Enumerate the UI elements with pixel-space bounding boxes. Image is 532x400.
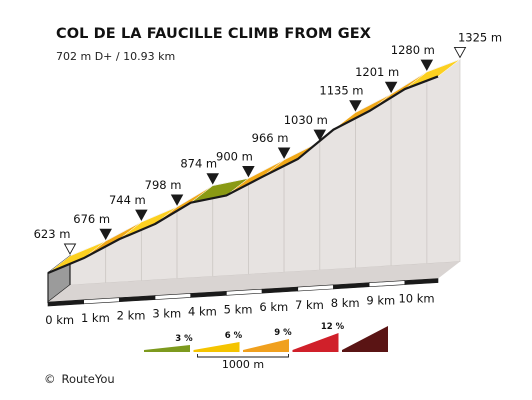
legend-label-0: 3 % [175, 334, 193, 344]
elevation-marker-7 [313, 129, 327, 141]
distance-bar-10 [404, 278, 439, 285]
legend-label-2: 9 % [274, 328, 292, 338]
legend-label-1: 6 % [225, 331, 243, 341]
legend-scale-label: 1000 m [222, 358, 264, 371]
elevation-marker-0 [63, 243, 77, 255]
profile-bottom-face [48, 261, 460, 302]
distance-tick-label: 7 km [295, 298, 324, 312]
distance-tick-label: 10 km [398, 292, 434, 306]
elevation-label: 1201 m [355, 65, 399, 79]
elevation-label: 966 m [252, 131, 289, 145]
elevation-label: 744 m [109, 193, 146, 207]
distance-tick-label: 0 km [45, 313, 74, 327]
distance-tick-label: 6 km [259, 300, 288, 314]
credit-text: RouteYou [61, 372, 115, 386]
distance-tick-label: 1 km [81, 311, 110, 325]
gradient-legend: 3 % 6 % 9 % 12 % 1000 m [144, 322, 388, 371]
elevation-marker-9 [384, 81, 398, 94]
elevation-marker-11 [453, 46, 467, 59]
distance-axis: 0 km 1 km 2 km 3 km 4 km 5 km 6 km 7 km 8 km 9 km… [45, 278, 439, 327]
elevation-marker-8 [349, 100, 362, 112]
profile-side-layer [47, 59, 461, 304]
distance-tick-label: 4 km [188, 304, 217, 318]
chart-subtitle: 702 m D+ / 10.93 km [56, 50, 176, 63]
legend-swatch-2 [243, 339, 289, 352]
profile-side-8 [355, 93, 392, 269]
legend-scale-bracket [197, 354, 289, 358]
elevation-label: 900 m [216, 149, 253, 163]
elevation-label: 1325 m [458, 30, 502, 44]
elevation-marker-3 [170, 194, 184, 206]
legend-swatch-4 [342, 326, 388, 352]
legend-label-3: 12 % [321, 322, 345, 332]
profile-front-line [47, 75, 439, 275]
distance-tick-label: 9 km [366, 294, 395, 308]
elevation-label: 1280 m [391, 43, 435, 57]
distance-tick-label: 8 km [331, 296, 360, 310]
profile-top-layer [47, 59, 461, 275]
profile-side-9 [390, 71, 428, 267]
elevation-label: 623 m [34, 227, 71, 241]
distance-tick-label: 3 km [152, 307, 181, 321]
legend-swatch-0 [144, 345, 190, 352]
elevation-label: 798 m [145, 178, 182, 192]
profile-side-10 [426, 59, 461, 264]
elevation-marker-10 [420, 59, 434, 71]
elevation-marker-5 [242, 165, 255, 178]
elevation-marker-2 [135, 209, 148, 222]
copyright-symbol: © [44, 372, 56, 386]
legend-swatch-1 [193, 342, 240, 352]
elevation-label: 1030 m [284, 113, 328, 127]
elevation-label: 676 m [73, 212, 110, 226]
elevation-label: 874 m [180, 157, 217, 171]
elevation-marker-1 [99, 228, 112, 241]
distance-tick-label: 5 km [224, 302, 253, 316]
elevation-marker-4 [206, 173, 219, 185]
distance-tick-label: 2 km [117, 309, 146, 323]
credit: © RouteYou [44, 372, 115, 386]
elevation-label: 1135 m [319, 84, 363, 98]
chart-title: COL DE LA FAUCILLE CLIMB FROM GEX [56, 26, 371, 42]
legend-swatch-3 [292, 333, 339, 352]
elevation-marker-6 [277, 147, 291, 159]
